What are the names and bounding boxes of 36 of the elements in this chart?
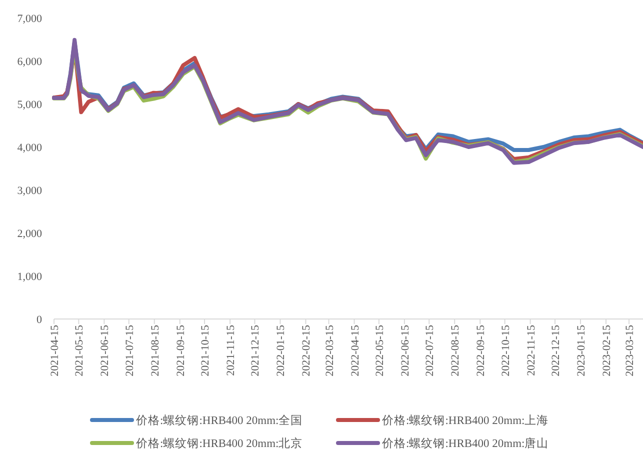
legend-label: 价格:螺纹钢:HRB400 20mm:唐山 [381, 436, 549, 450]
x-tick-label: 2022-03-15 [324, 324, 336, 376]
x-tick-label: 2022-02-15 [300, 324, 313, 376]
x-tick-label: 2022-01-15 [275, 324, 288, 376]
x-tick-label: 2022-08-15 [450, 324, 462, 376]
x-tick-label: 2023-03-15 [624, 324, 636, 376]
x-tick-label: 2022-11-15 [525, 324, 538, 376]
x-tick-label: 2022-04-15 [349, 324, 362, 376]
x-tick-label: 2021-05-15 [74, 324, 86, 376]
x-tick-label: 2022-07-15 [424, 324, 436, 376]
y-tick-label: 0 [36, 314, 42, 326]
legend-label: 价格:螺纹钢:HRB400 20mm:北京 [135, 436, 303, 450]
x-tick-label: 2022-12-15 [550, 324, 562, 376]
y-tick-label: 3,000 [17, 185, 42, 197]
y-tick-label: 5,000 [17, 99, 42, 111]
x-tick-label: 2021-12-15 [250, 324, 262, 376]
y-tick-label: 4,000 [17, 142, 42, 154]
x-tick-label: 2021-07-15 [124, 324, 136, 376]
x-tick-label: 2021-11-15 [225, 324, 238, 376]
y-tick-label: 6,000 [17, 56, 42, 68]
x-tick-label: 2022-10-15 [500, 324, 512, 376]
x-tick-label: 2023-01-15 [575, 324, 588, 376]
legend-label: 价格:螺纹钢:HRB400 20mm:全国 [135, 414, 303, 427]
x-tick-label: 2021-08-15 [149, 324, 162, 376]
y-tick-label: 7,000 [17, 13, 42, 25]
x-tick-label: 2021-04-15 [49, 324, 61, 376]
legend-label: 价格:螺纹钢:HRB400 20mm:上海 [381, 414, 549, 427]
x-tick-label: 2023-02-15 [600, 324, 613, 376]
x-tick-label: 2021-09-15 [174, 324, 187, 376]
x-tick-label: 2021-10-15 [200, 324, 212, 376]
y-tick-label: 1,000 [17, 271, 42, 283]
y-tick-label: 2,000 [17, 228, 42, 240]
x-tick-label: 2022-09-15 [475, 324, 488, 376]
x-tick-label: 2022-06-15 [399, 324, 412, 376]
x-tick-label: 2022-05-15 [374, 324, 386, 376]
x-tick-label: 2021-06-15 [99, 324, 112, 376]
